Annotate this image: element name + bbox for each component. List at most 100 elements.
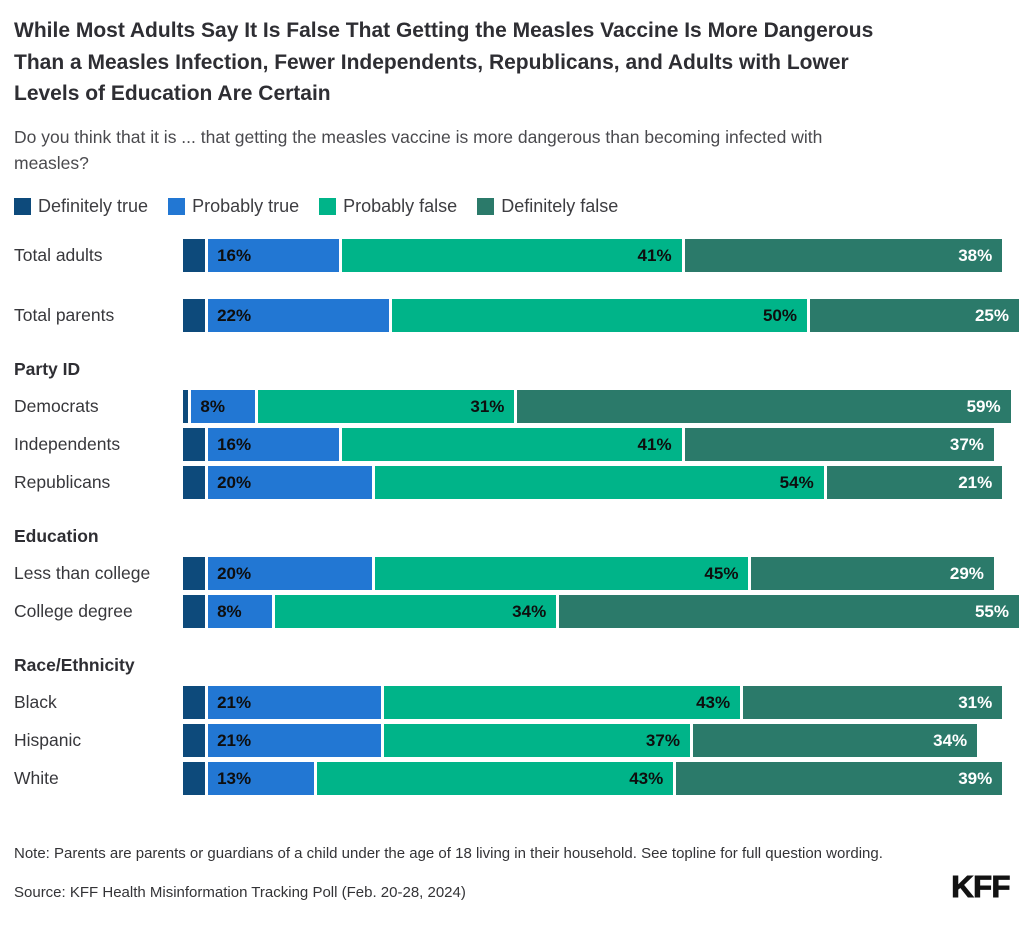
segment-probably-false: 31% bbox=[258, 390, 515, 423]
segment-probably-false: 43% bbox=[316, 762, 674, 795]
segment-probably-true: 21% bbox=[208, 686, 381, 719]
bar-row-republicans: Republicans 20% 54% 21% bbox=[14, 466, 1010, 499]
segment-value-label: 34% bbox=[512, 601, 547, 621]
segment-value-label: 54% bbox=[779, 472, 814, 492]
segment-definitely-false: 34% bbox=[692, 724, 978, 757]
segment-value-label: 20% bbox=[217, 563, 252, 583]
section-header: Race/Ethnicity bbox=[14, 655, 135, 675]
stacked-bar: 21% 43% 31% bbox=[183, 686, 1003, 719]
stacked-bar: 8% 31% 59% bbox=[183, 390, 1011, 423]
segment-probably-true: 21% bbox=[208, 724, 381, 757]
legend-item-definitely-false: Definitely false bbox=[477, 196, 618, 217]
segment-value-label: 41% bbox=[637, 245, 672, 265]
segment-probably-true: 20% bbox=[208, 557, 373, 590]
segment-value-label: 25% bbox=[974, 305, 1009, 325]
segment-definitely-false: 29% bbox=[751, 557, 994, 590]
segment-probably-false: 45% bbox=[375, 557, 749, 590]
group-party-id: Party ID Democrats 8% 31% 59% Independents 16%… bbox=[14, 359, 1011, 499]
row-label: Black bbox=[14, 692, 57, 712]
segment-value-label: 8% bbox=[200, 396, 225, 416]
chart-title: While Most Adults Say It Is False That G… bbox=[14, 19, 874, 105]
segment-probably-false: 54% bbox=[375, 466, 824, 499]
row-label: Democrats bbox=[14, 396, 99, 416]
section-header: Education bbox=[14, 526, 99, 546]
stacked-bar: 22% 50% 25% bbox=[183, 299, 1019, 332]
row-label: College degree bbox=[14, 601, 133, 621]
bar-row-white: White 13% 43% 39% bbox=[14, 762, 1010, 795]
segment-value-label: 8% bbox=[217, 601, 242, 621]
row-label: Independents bbox=[14, 434, 121, 454]
row-label: Total adults bbox=[14, 245, 103, 265]
stacked-bar: 16% 41% 37% bbox=[183, 428, 994, 461]
source-row: Source: KFF Health Misinformation Tracki… bbox=[14, 868, 1011, 905]
segment-definitely-false: 37% bbox=[684, 428, 994, 461]
section-header: Party ID bbox=[14, 359, 81, 379]
segment-probably-false: 41% bbox=[341, 239, 682, 272]
segment-value-label: 16% bbox=[217, 434, 252, 454]
segment-value-label: 38% bbox=[958, 245, 993, 265]
stacked-bar: 20% 45% 29% bbox=[183, 557, 994, 590]
segment-definitely-false: 55% bbox=[559, 595, 1019, 628]
segment-definitely-true bbox=[183, 724, 206, 757]
legend-swatch-icon bbox=[477, 198, 495, 215]
footnote: Note: Parents are parents or guardians o… bbox=[14, 845, 883, 862]
segment-probably-true: 13% bbox=[208, 762, 314, 795]
segment-definitely-true bbox=[183, 762, 206, 795]
segment-probably-false: 43% bbox=[383, 686, 741, 719]
segment-definitely-false: 59% bbox=[517, 390, 1011, 423]
bar-row-black: Black 21% 43% 31% bbox=[14, 686, 1010, 719]
segment-probably-true: 8% bbox=[208, 595, 272, 628]
segment-definitely-true bbox=[183, 686, 206, 719]
segment-value-label: 13% bbox=[217, 768, 252, 788]
segment-value-label: 50% bbox=[762, 305, 797, 325]
segment-value-label: 31% bbox=[958, 692, 993, 712]
segment-value-label: 31% bbox=[470, 396, 505, 416]
segment-value-label: 16% bbox=[217, 245, 252, 265]
segment-value-label: 21% bbox=[217, 692, 252, 712]
group-standalone: Total adults 16% 41% 38% bbox=[14, 239, 1010, 272]
stacked-bar-chart: Total adults 16% 41% 38% Total parents 22% 50%… bbox=[14, 239, 1019, 795]
segment-probably-false: 41% bbox=[341, 428, 682, 461]
segment-probably-false: 34% bbox=[274, 595, 557, 628]
segment-value-label: 43% bbox=[696, 692, 731, 712]
segment-definitely-false: 21% bbox=[826, 466, 1003, 499]
legend-label: Definitely false bbox=[501, 196, 619, 216]
segment-value-label: 21% bbox=[217, 730, 252, 750]
chart-subtitle: Do you think that it is ... that getting… bbox=[14, 126, 823, 173]
segment-probably-true: 22% bbox=[208, 299, 389, 332]
kff-logo: KFF bbox=[951, 868, 1011, 904]
legend-item-probably-true: Probably true bbox=[168, 196, 299, 217]
row-label: White bbox=[14, 768, 59, 788]
legend-label: Probably false bbox=[343, 196, 458, 216]
segment-value-label: 43% bbox=[629, 768, 664, 788]
stacked-bar: 16% 41% 38% bbox=[183, 239, 1003, 272]
segment-value-label: 22% bbox=[217, 305, 252, 325]
bar-row-less-than-college: Less than college 20% 45% 29% bbox=[14, 557, 1010, 590]
segment-value-label: 37% bbox=[645, 730, 680, 750]
stacked-bar: 13% 43% 39% bbox=[183, 762, 1003, 795]
segment-value-label: 21% bbox=[958, 472, 993, 492]
segment-probably-true: 16% bbox=[208, 239, 339, 272]
segment-definitely-false: 31% bbox=[743, 686, 1003, 719]
bar-row-total-adults: Total adults 16% 41% 38% bbox=[14, 239, 1010, 272]
segment-value-label: 41% bbox=[637, 434, 672, 454]
segment-definitely-true bbox=[183, 428, 206, 461]
segment-probably-true: 20% bbox=[208, 466, 373, 499]
stacked-bar: 8% 34% 55% bbox=[183, 595, 1019, 628]
segment-probably-true: 8% bbox=[191, 390, 256, 423]
segment-value-label: 55% bbox=[974, 601, 1009, 621]
group-race-ethnicity: Race/Ethnicity Black 21% 43% 31% Hispanic 21% 3… bbox=[14, 655, 1010, 795]
segment-definitely-true bbox=[183, 466, 206, 499]
legend-item-definitely-true: Definitely true bbox=[14, 196, 148, 217]
legend-swatch-icon bbox=[319, 198, 337, 215]
segment-definitely-true bbox=[183, 390, 189, 423]
segment-definitely-true bbox=[183, 299, 206, 332]
segment-value-label: 37% bbox=[949, 434, 984, 454]
segment-definitely-false: 25% bbox=[809, 299, 1019, 332]
row-label: Hispanic bbox=[14, 730, 82, 750]
legend-swatch-icon bbox=[168, 198, 186, 215]
bar-row-hispanic: Hispanic 21% 37% 34% bbox=[14, 724, 1010, 757]
segment-definitely-false: 38% bbox=[684, 239, 1003, 272]
legend-label: Probably true bbox=[192, 196, 300, 216]
